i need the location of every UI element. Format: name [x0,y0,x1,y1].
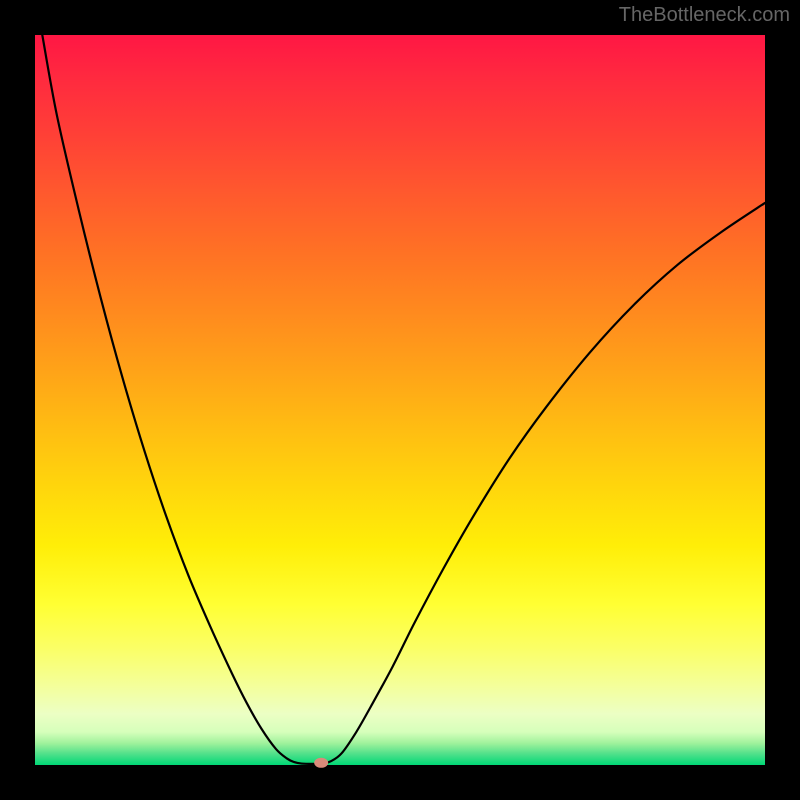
watermark-text: TheBottleneck.com [619,4,790,27]
optimal-point-marker [314,758,328,768]
bottleneck-chart: TheBottleneck.com [0,0,800,800]
chart-svg [0,0,800,800]
